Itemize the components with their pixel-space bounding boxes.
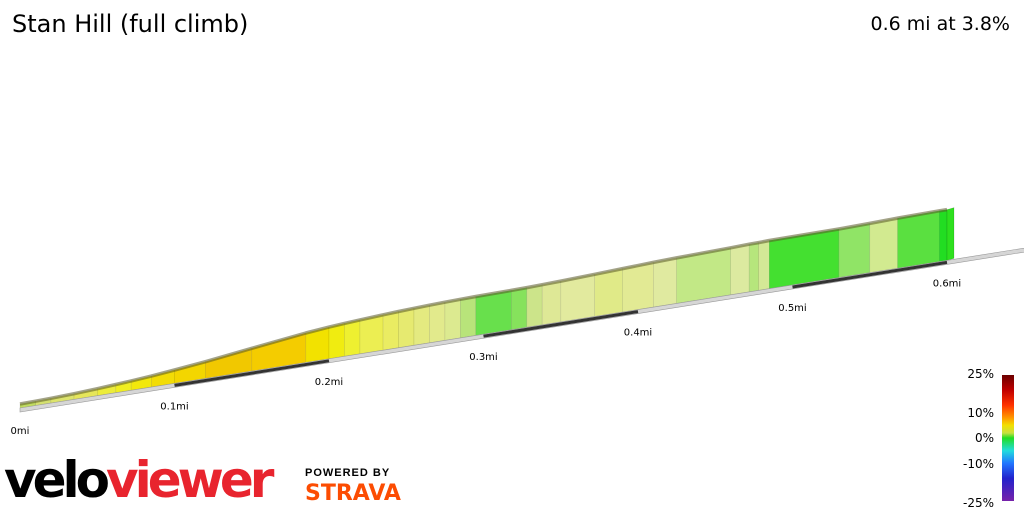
- profile-segment: [344, 319, 361, 357]
- legend-label-max: 25%: [967, 367, 994, 381]
- x-tick-label: 0.3mi: [469, 352, 497, 363]
- x-tick-label: 0.1mi: [160, 401, 188, 412]
- logo-viewer-text: viewer: [106, 451, 274, 509]
- profile-segment: [328, 323, 345, 360]
- logo-velo-text: velo: [4, 451, 110, 509]
- distance-band: [792, 260, 948, 289]
- x-tick-label: 0mi: [11, 426, 30, 437]
- distance-band: [174, 359, 330, 387]
- profile-end-cap: [946, 207, 955, 261]
- profile-segment: [730, 243, 750, 296]
- profile-segment: [758, 240, 770, 291]
- legend-label-high: 10%: [967, 406, 994, 420]
- profile-segment: [541, 280, 562, 326]
- profile-segment: [413, 304, 430, 346]
- profile-segment: [838, 223, 871, 278]
- profile-segment: [459, 296, 477, 339]
- profile-ridge: [19, 207, 948, 406]
- x-tick-label: 0.6mi: [933, 278, 961, 289]
- veloviewer-logo[interactable]: veloviewer: [4, 451, 274, 509]
- legend-label-zero: 0%: [974, 431, 994, 445]
- profile-segment: [444, 298, 461, 341]
- x-tick-label: 0.2mi: [315, 377, 343, 388]
- climb-summary: 0.6 mi at 3.8%: [870, 13, 1011, 35]
- profile-segment: [869, 217, 898, 274]
- powered-by-label: POWERED BY: [305, 467, 391, 479]
- x-tick-label: 0.4mi: [624, 328, 652, 339]
- distance-band: [483, 310, 639, 338]
- profile-segment: [429, 301, 446, 344]
- x-tick-label: 0.5mi: [778, 303, 806, 314]
- gradient-legend: 25% 10% 0% -10% -25%: [960, 366, 1024, 512]
- profile-segment: [510, 287, 528, 331]
- strava-logo[interactable]: STRAVA: [305, 481, 401, 506]
- profile-segment: [897, 210, 940, 269]
- profile-segment: [526, 284, 543, 328]
- climb-title: Stan Hill (full climb): [12, 10, 249, 38]
- profile-segment: [622, 262, 654, 313]
- profile-segment: [594, 268, 623, 317]
- legend-label-min: -25%: [962, 496, 994, 510]
- profile-segment: [653, 257, 677, 308]
- profile-segment: [938, 209, 948, 262]
- profile-segment: [748, 242, 759, 293]
- profile-segment: [382, 311, 399, 351]
- legend-label-low: -10%: [962, 457, 994, 471]
- profile-segment: [398, 307, 415, 349]
- gradient-color-scale: [1002, 375, 1014, 501]
